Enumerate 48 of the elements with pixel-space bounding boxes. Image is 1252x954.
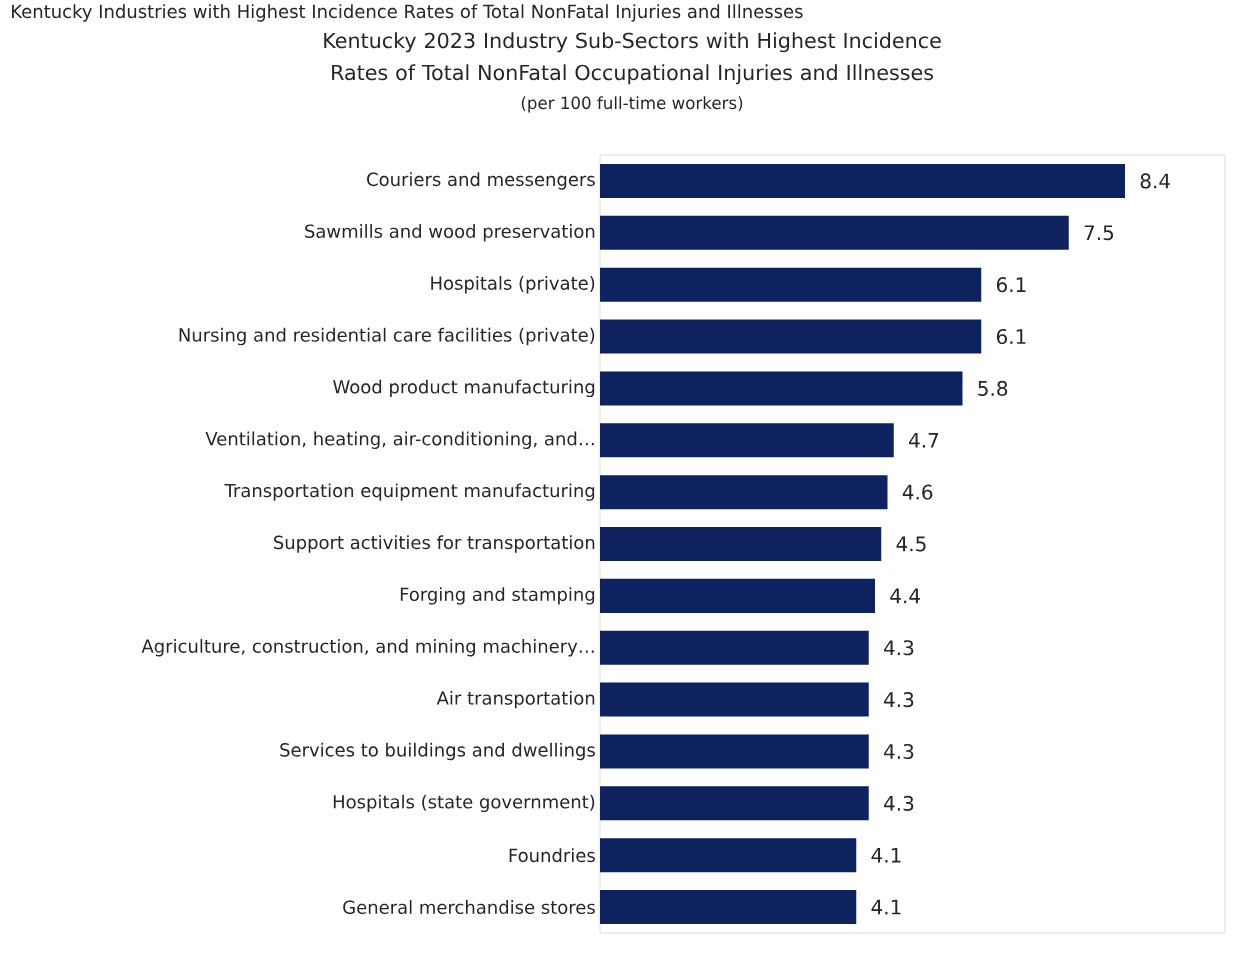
y-tick-label: Hospitals (private) [431, 275, 595, 294]
chart-title: Kentucky 2023 Industry Sub-Sectors with Highest Incidence Rates of Total NonFatal Occupational Injuries and Illnesses [324, 32, 941, 85]
data-label: 4.3 [884, 795, 914, 811]
bar [600, 890, 857, 925]
bar [600, 215, 1069, 250]
bar [600, 423, 894, 458]
text: Kentucky Industries with Highest Incidence Rates of Total NonFatal Injuries and Illnesses [12, 4, 803, 22]
bar [600, 527, 882, 561]
data-label: 4.4 [890, 588, 920, 604]
y-tick-label: Agriculture, construction, and mining machinery… [141, 639, 594, 657]
data-label: 5.8 [978, 380, 1008, 396]
bar [600, 734, 869, 769]
data-label: 4.3 [884, 743, 914, 760]
bar [600, 267, 982, 302]
y-tick-label: Couriers and messengers [367, 172, 595, 190]
y-tick-label: General merchandise stores [343, 900, 595, 915]
data-label: 4.1 [871, 899, 901, 915]
y-tick-label: Sawmills and wood preservation [305, 224, 595, 242]
data-label: 4.3 [884, 692, 914, 708]
bar [600, 578, 875, 613]
bar [600, 163, 1126, 198]
data-label: 4.5 [896, 536, 926, 552]
y-tick-label: Air transportation [436, 690, 595, 709]
data-label: 4.7 [909, 432, 939, 448]
bar [600, 838, 857, 873]
y-tick-label: Wood product manufacturing [333, 379, 595, 398]
bar [600, 475, 888, 510]
data-label: 4.6 [902, 484, 933, 500]
y-tick-label: Hospitals (state government) [333, 794, 595, 813]
data-label: 8.4 [1140, 173, 1170, 189]
bar [600, 319, 982, 354]
y-tick-label: Ventilation, heating, air-conditioning, and… [205, 431, 594, 449]
y-tick-label: Forging and stamping [400, 587, 595, 605]
y-tick-label: Nursing and residential care facilities (private) [179, 327, 595, 346]
bar [600, 786, 869, 821]
data-label: 4.1 [871, 847, 901, 863]
y-tick-label: Foundries [509, 848, 595, 863]
y-tick-label: Services to buildings and dwellings [280, 742, 595, 761]
bar [600, 630, 869, 665]
data-label: 6.1 [996, 277, 1026, 293]
bar [600, 682, 869, 717]
data-label: 6.1 [996, 328, 1026, 345]
bar [600, 371, 963, 406]
data-label: 4.3 [884, 640, 914, 656]
y-tick-label: Support activities for transportation [274, 535, 595, 553]
y-tick-label: Transportation equipment manufacturing [224, 483, 595, 501]
chart-subtitle: (per 100 full-time workers) [521, 96, 743, 113]
data-label: 7.5 [1084, 225, 1114, 241]
